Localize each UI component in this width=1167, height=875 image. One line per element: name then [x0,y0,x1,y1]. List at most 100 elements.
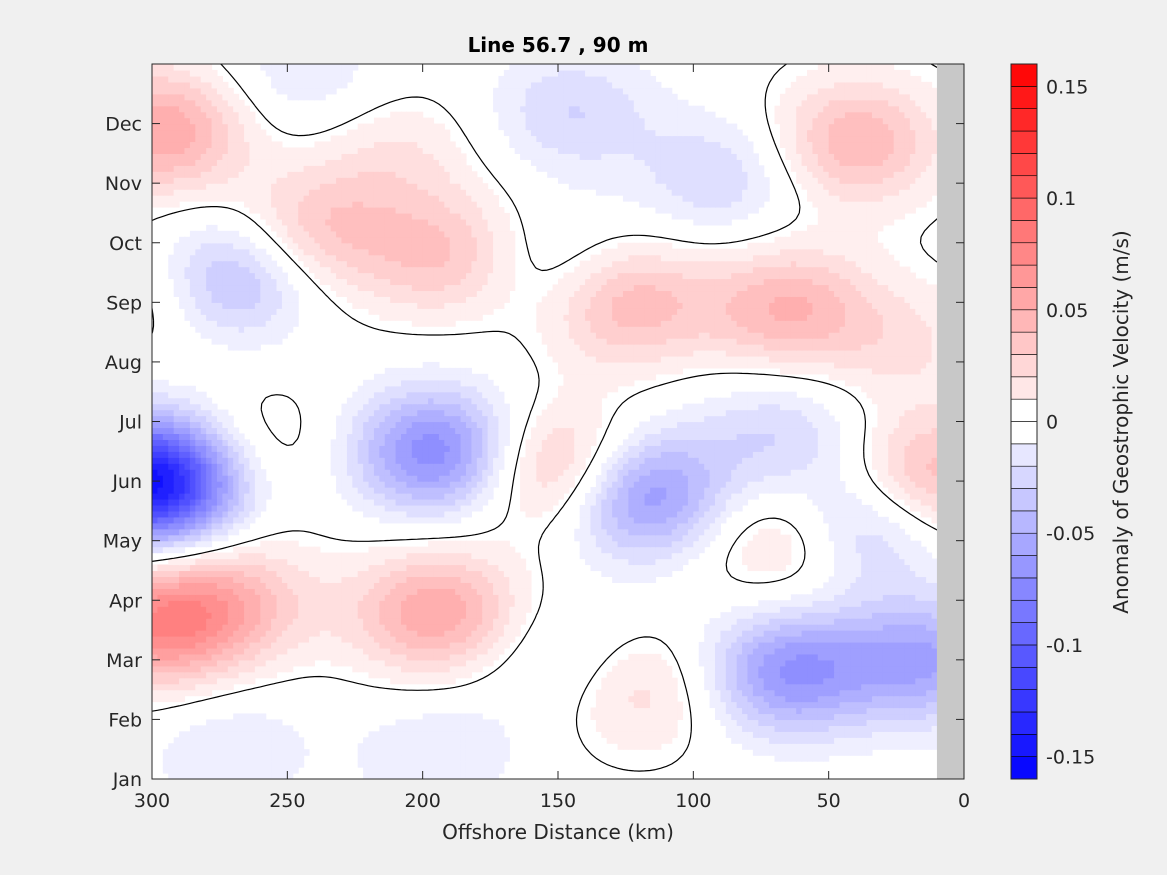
field-cell [168,528,175,536]
field-cell [493,481,500,488]
field-cell [373,558,380,566]
field-cell [417,671,424,679]
field-cell [222,588,229,595]
field-cell [471,540,478,548]
field-cell [639,570,646,578]
field-cell [471,665,478,673]
field-cell [779,743,786,750]
field-cell [401,630,408,637]
field-cell [330,618,337,625]
field-cell [189,659,196,667]
field-cell [612,534,619,542]
field-cell [195,570,202,578]
field-cell [844,570,851,578]
field-cell [401,743,408,750]
field-cell [428,767,435,774]
field-cell [330,636,337,643]
field-cell [352,504,359,512]
field-cell [162,659,169,667]
field-cell [769,653,776,661]
field-cell [915,677,922,685]
field-cell [823,725,830,732]
field-cell [189,534,196,542]
field-cell [173,647,180,655]
field-cell [254,647,261,655]
field-cell [357,582,364,589]
field-cell [736,498,743,506]
field-cell [920,487,927,494]
field-cell [817,475,824,482]
field-cell [877,564,884,572]
field-cell [790,659,797,667]
field-cell [769,647,776,655]
field-cell [877,737,884,744]
field-cell [336,594,343,601]
field-cell [428,510,435,518]
field-cell [168,504,175,512]
field-cell [882,582,889,589]
field-cell [839,510,846,518]
field-cell [926,504,933,512]
field-cell [850,713,857,721]
field-cell [195,463,202,470]
field-cell [736,469,743,476]
field-cell [422,653,429,661]
field-cell [357,594,364,601]
field-cell [390,552,397,560]
field-cell [850,749,857,756]
field-cell [622,534,629,542]
field-cell [395,552,402,560]
field-cell [276,773,283,779]
field-cell [704,487,711,494]
field-cell [460,719,467,726]
field-cell [877,624,884,631]
field-cell [552,498,559,506]
field-cell [206,498,213,506]
field-cell [211,719,218,726]
field-cell [325,630,332,637]
field-cell [882,737,889,744]
field-cell [687,552,694,560]
field-cell [352,600,359,607]
field-cell [428,713,435,721]
field-cell [644,689,651,697]
field-cell [861,516,868,524]
field-cell [612,528,619,536]
field-cell [390,594,397,601]
field-cell [866,707,873,715]
field-cell [595,475,602,482]
field-cell [417,612,424,619]
field-cell [292,576,299,583]
field-cell [503,755,510,762]
field-cell [779,558,786,566]
field-cell [493,761,500,768]
field-cell [271,600,278,607]
field-cell [861,713,868,721]
field-cell [433,767,440,774]
field-cell [184,588,191,595]
field-cell [168,487,175,494]
field-cell [265,576,272,583]
field-cell [211,767,218,774]
field-cell [189,653,196,661]
field-cell [606,510,613,518]
field-cell [449,498,456,506]
field-cell [752,612,759,619]
field-cell [460,552,467,560]
field-cell [411,630,418,637]
field-cell [639,701,646,709]
field-cell [520,618,527,625]
field-cell [644,516,651,524]
field-cell [622,671,629,679]
field-cell [752,540,759,548]
field-cell [352,659,359,667]
field-cell [909,707,916,715]
field-cell [455,749,462,756]
field-cell [931,641,938,649]
field-cell [368,630,375,637]
field-cell [465,576,472,583]
field-cell [384,624,391,631]
field-cell [590,498,597,506]
field-cell [308,600,315,607]
field-cell [330,606,337,613]
